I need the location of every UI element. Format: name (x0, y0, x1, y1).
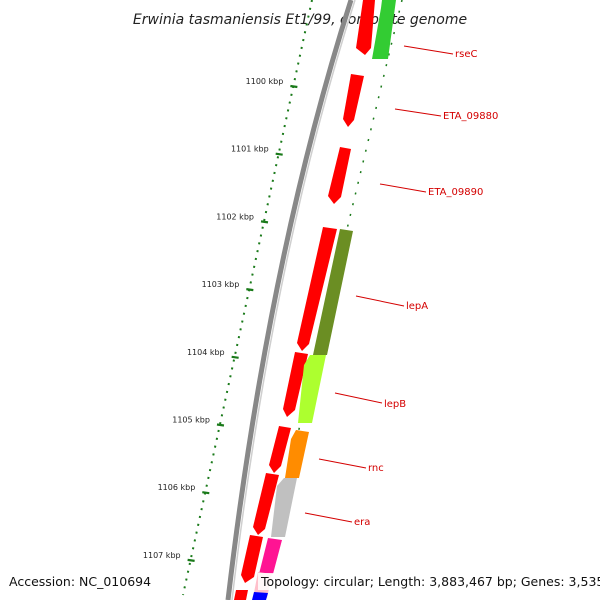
ruler-tick-mark (290, 84, 298, 89)
ruler-dotted-line (182, 0, 313, 596)
ruler-tick-mark (231, 355, 239, 359)
ruler-tick-label: 1103 kbp (202, 280, 240, 289)
gene-era-arrow (271, 478, 297, 537)
gene-label-eta09890: ETA_09890 (428, 187, 483, 198)
gene-lepb-arrow (298, 355, 326, 423)
gene-arrow (241, 535, 263, 583)
gene-label-era: era (354, 517, 370, 528)
label-leader (379, 183, 427, 193)
gene-label-rnc: rnc (368, 463, 384, 474)
gene-arrow (343, 74, 364, 127)
gene-label-lepb: lepB (384, 399, 406, 410)
gene-arrow (269, 426, 291, 473)
gene-blue-arrow (252, 592, 268, 600)
label-leader (403, 45, 454, 55)
ruler-tick-label: 1104 kbp (187, 348, 225, 357)
ruler-tick-mark (260, 220, 269, 224)
gene-magenta-arrow (259, 538, 282, 574)
label-leader (334, 392, 383, 404)
ruler-tick-label: 1102 kbp (216, 212, 254, 221)
ruler-tick-label: 1105 kbp (172, 416, 210, 425)
reverse-strand-genes (252, 0, 396, 600)
gene-label-lepa: lepA (406, 301, 428, 312)
gene-arrow (297, 227, 337, 351)
gene-arrow (328, 147, 351, 204)
ruler-tick-label: 1106 kbp (158, 483, 196, 492)
gene-labels: rseC ETA_09880 ETA_09890 lepA lepB rnc e… (304, 45, 498, 528)
gene-label-rsec: rseC (455, 49, 477, 60)
label-leader (304, 512, 353, 523)
ruler-tick-mark (202, 491, 210, 495)
genome-backbone-highlight (231, 0, 356, 600)
footer-summary-background (258, 573, 594, 590)
ruler-tick-label: 1107 kbp (143, 551, 181, 560)
label-leader (394, 108, 442, 117)
gene-arrow (234, 590, 248, 600)
ruler-tick-label: 1101 kbp (231, 145, 269, 154)
ruler-tick-mark (275, 152, 283, 156)
map-title: Erwinia tasmaniensis Et1/99, complete ge… (133, 12, 467, 28)
genome-backbone (225, 0, 354, 600)
ruler-tick-mark (216, 423, 225, 427)
gene-arrow (356, 0, 375, 55)
ruler-tick-label: 1100 kbp (246, 77, 284, 86)
label-leader (318, 458, 367, 469)
gene-arrow (253, 473, 279, 535)
ruler-tick-mark (187, 558, 195, 562)
gene-lepa-arrow (313, 229, 353, 355)
accession-text: Accession: NC_010694 (9, 574, 151, 589)
gene-label-eta09880: ETA_09880 (443, 111, 498, 122)
gene-rsec-arrow (372, 0, 396, 59)
forward-strand-genes (234, 0, 375, 600)
genome-summary-text: Topology: circular; Length: 3,883,467 bp… (260, 574, 600, 589)
gene-arrow (283, 352, 308, 417)
ruler-tick-mark (246, 288, 254, 292)
label-leader (355, 295, 405, 307)
gene-rnc-arrow (285, 430, 309, 478)
ruler: 1100 kbp 1101 kbp 1102 kbp 1103 kbp 1104 kbp… (143, 0, 313, 596)
